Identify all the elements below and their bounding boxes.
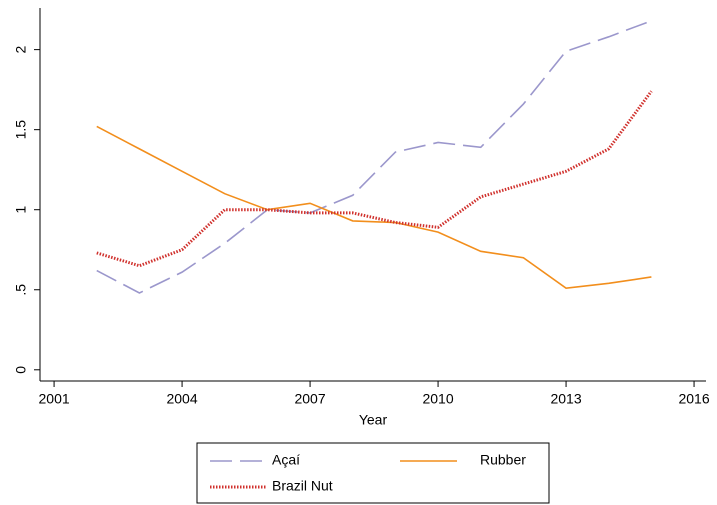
series-line xyxy=(96,20,652,294)
x-tick-label: 2016 xyxy=(678,391,709,407)
y-tick-label: 1 xyxy=(13,206,29,214)
y-tick-label: 0 xyxy=(13,366,29,374)
x-tick-label: 2007 xyxy=(294,391,325,407)
y-tick-label: 2 xyxy=(13,46,29,54)
legend-label: Brazil Nut xyxy=(272,478,333,494)
x-tick-label: 2010 xyxy=(422,391,453,407)
series-line xyxy=(96,90,653,268)
x-axis-label: Year xyxy=(359,412,388,428)
x-tick-label: 2013 xyxy=(550,391,581,407)
y-tick-label: 1.5 xyxy=(13,120,29,140)
y-tick-label: .5 xyxy=(13,284,29,296)
legend-label: Rubber xyxy=(480,452,526,468)
legend-label: Açaí xyxy=(272,452,300,468)
x-tick-label: 2004 xyxy=(166,391,197,407)
legend-box xyxy=(196,442,550,504)
x-tick-label: 2001 xyxy=(39,391,70,407)
series-line xyxy=(96,125,652,289)
